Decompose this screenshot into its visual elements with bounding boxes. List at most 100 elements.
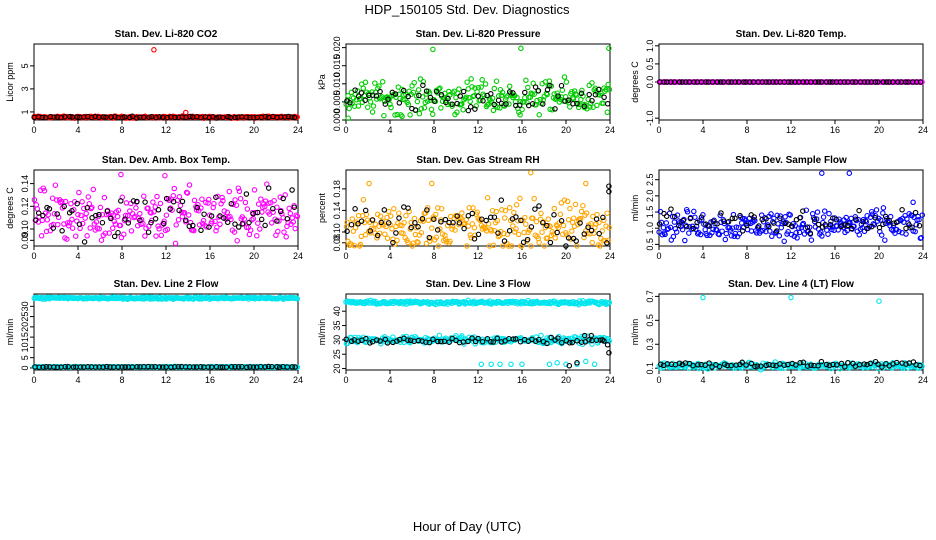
data-point bbox=[201, 211, 207, 217]
data-point bbox=[474, 209, 480, 216]
data-point bbox=[373, 93, 380, 99]
x-axis-label: Hour of Day (UTC) bbox=[413, 519, 521, 534]
data-point bbox=[876, 298, 882, 304]
data-point bbox=[592, 91, 599, 98]
data-point bbox=[724, 362, 731, 369]
data-point bbox=[720, 79, 727, 85]
series-points bbox=[657, 79, 924, 85]
data-point bbox=[912, 209, 919, 216]
x-tick-label: 20 bbox=[249, 251, 259, 261]
data-point bbox=[198, 227, 204, 234]
data-point bbox=[62, 363, 68, 370]
data-point bbox=[35, 210, 42, 216]
data-point bbox=[606, 299, 613, 306]
data-point bbox=[128, 200, 134, 207]
data-point bbox=[163, 195, 170, 202]
data-point bbox=[739, 359, 745, 366]
y-tick-label: 10 bbox=[20, 342, 30, 352]
x-tick-label: 0 bbox=[31, 125, 36, 135]
data-point bbox=[349, 216, 356, 222]
data-point bbox=[766, 79, 772, 85]
data-point bbox=[719, 228, 725, 234]
data-point bbox=[202, 114, 209, 120]
data-point bbox=[770, 219, 776, 225]
data-point bbox=[573, 238, 579, 244]
x-tick-label: 20 bbox=[561, 375, 571, 385]
x-tick-label: 24 bbox=[918, 375, 928, 385]
data-point bbox=[198, 205, 204, 211]
data-point bbox=[175, 363, 182, 370]
data-point bbox=[589, 97, 595, 104]
data-point bbox=[676, 360, 683, 366]
y-tick-label: 0.020 bbox=[332, 36, 342, 59]
data-point bbox=[114, 213, 121, 220]
x-tick-label: 12 bbox=[161, 375, 171, 385]
data-point bbox=[873, 207, 880, 213]
data-point bbox=[379, 79, 386, 85]
data-point bbox=[769, 233, 775, 240]
data-point bbox=[856, 232, 863, 238]
data-point bbox=[429, 225, 435, 231]
data-point bbox=[366, 180, 372, 187]
data-point bbox=[409, 243, 416, 249]
data-point bbox=[39, 217, 46, 224]
data-point bbox=[588, 332, 595, 339]
data-point bbox=[499, 207, 505, 213]
data-point bbox=[388, 104, 394, 111]
data-point bbox=[706, 360, 712, 366]
data-point bbox=[680, 217, 686, 224]
data-point bbox=[377, 88, 383, 95]
data-point bbox=[281, 229, 287, 235]
data-point bbox=[217, 364, 224, 370]
x-tick-label: 4 bbox=[700, 375, 705, 385]
data-point bbox=[250, 364, 257, 370]
data-point bbox=[569, 339, 576, 346]
data-point bbox=[442, 236, 449, 242]
data-point bbox=[473, 103, 479, 109]
data-point bbox=[880, 221, 886, 228]
data-point bbox=[51, 364, 57, 370]
data-point bbox=[247, 227, 254, 233]
data-point bbox=[396, 100, 403, 106]
data-point bbox=[262, 203, 268, 210]
data-point bbox=[849, 79, 856, 85]
y-axis-label: kPa bbox=[317, 74, 327, 90]
data-point bbox=[148, 219, 154, 226]
data-point bbox=[140, 220, 146, 227]
data-point bbox=[910, 199, 916, 206]
data-point bbox=[518, 45, 524, 52]
data-point bbox=[552, 235, 559, 241]
data-point bbox=[494, 218, 501, 224]
x-tick-label: 12 bbox=[473, 375, 483, 385]
data-point bbox=[193, 207, 200, 213]
data-point bbox=[571, 88, 578, 94]
data-point bbox=[102, 230, 109, 236]
data-point bbox=[212, 218, 218, 225]
x-tick-label: 12 bbox=[786, 251, 796, 261]
data-point bbox=[294, 114, 300, 120]
data-point bbox=[179, 114, 186, 120]
data-point bbox=[501, 215, 508, 221]
y-axis-label: degrees C bbox=[5, 187, 15, 229]
x-tick-label: 8 bbox=[431, 251, 436, 261]
x-tick-label: 12 bbox=[161, 251, 171, 261]
data-point bbox=[127, 208, 133, 214]
data-point bbox=[108, 215, 114, 222]
series-points bbox=[32, 363, 298, 371]
data-point bbox=[464, 79, 470, 85]
data-point bbox=[280, 195, 286, 202]
data-point bbox=[356, 96, 363, 102]
data-point bbox=[563, 79, 570, 85]
data-point bbox=[400, 230, 406, 237]
data-point bbox=[394, 237, 400, 244]
data-point bbox=[348, 338, 355, 345]
data-point bbox=[378, 219, 385, 226]
data-point bbox=[861, 79, 868, 85]
data-point bbox=[554, 229, 560, 236]
data-point bbox=[735, 79, 742, 85]
data-point bbox=[428, 106, 435, 113]
series-points bbox=[31, 113, 298, 121]
data-point bbox=[90, 186, 97, 193]
data-point bbox=[729, 215, 736, 222]
data-point bbox=[466, 205, 472, 211]
